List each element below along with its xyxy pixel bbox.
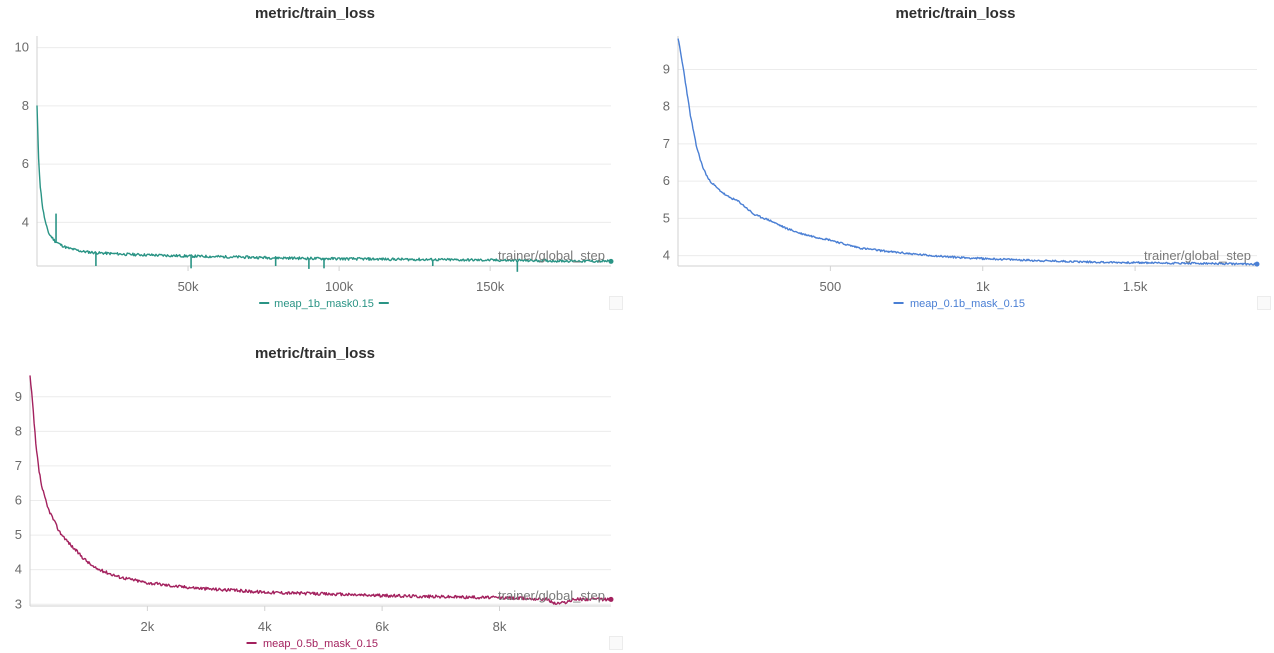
- y-tick-label: 8: [663, 99, 670, 114]
- chart-panel-0.5b: metric/train_loss 3 4 5 6 7 8 9 2k 4k 6k 8k meap_0.…: [0, 340, 630, 653]
- y-tick-label: 3: [15, 596, 22, 611]
- legend-label: meap_1b_mask0.15: [274, 298, 374, 310]
- y-tick-label: 5: [15, 527, 22, 542]
- x-tick-label: 1.5k: [1123, 279, 1148, 294]
- x-tick-label: 100k: [325, 279, 354, 294]
- x-tick-label: 6k: [375, 619, 389, 634]
- series-line: [36, 105, 612, 263]
- series-end-marker: [608, 258, 614, 264]
- chart-panel-1b: metric/train_loss 4 6 8 10 50k 100k 150k meap_1…: [0, 0, 630, 320]
- y-tick-label: 4: [663, 248, 670, 263]
- legend-item: meap_1b_mask0.15: [259, 298, 389, 310]
- chart-panel-0.1b: metric/train_loss 4 5 6 7 8 9 500 1k 1.5k meap_0.…: [637, 0, 1274, 320]
- y-tick-label: 8: [15, 423, 22, 438]
- y-tick-label: 6: [15, 493, 22, 508]
- y-tick-label: 9: [15, 389, 22, 404]
- x-tick-label: 1k: [976, 279, 990, 294]
- y-tick-label: 7: [15, 458, 22, 473]
- series-end-marker: [1254, 261, 1260, 267]
- legend-item: meap_0.1b_mask_0.15: [893, 298, 1025, 310]
- series-line: [677, 38, 1258, 266]
- chart-title: metric/train_loss: [254, 5, 376, 22]
- y-tick-label: 6: [22, 156, 29, 171]
- chart-title: metric/train_loss: [254, 345, 376, 362]
- legend-item: meap_0.5b_mask_0.15: [246, 638, 378, 650]
- chart-plot: 3 4 5 6 7 8 9 2k 4k 6k 8k meap_0.5b_mask_0.15 traine…: [15, 375, 614, 650]
- x-tick-label: 2k: [141, 619, 155, 634]
- y-tick-label: 4: [15, 562, 22, 577]
- chart-plot: 4 6 8 10 50k 100k 150k meap_1b_mask0.15 trainer/…: [15, 36, 614, 310]
- y-tick-label: 9: [663, 61, 670, 76]
- chart-title: metric/train_loss: [895, 5, 1016, 22]
- y-tick-label: 6: [663, 173, 670, 188]
- chart-plot: 4 5 6 7 8 9 500 1k 1.5k meap_0.1b_mask_0.15 traine…: [663, 36, 1260, 310]
- x-axis-title: trainer/global_step: [498, 588, 605, 603]
- panel-corner-box: [1257, 296, 1271, 310]
- x-tick-label: 150k: [476, 279, 505, 294]
- legend-label: meap_0.5b_mask_0.15: [263, 638, 378, 650]
- y-tick-label: 5: [663, 210, 670, 225]
- y-tick-label: 10: [15, 40, 29, 55]
- x-axis-title: trainer/global_step: [1144, 248, 1251, 263]
- panel-corner-box: [609, 296, 623, 310]
- x-tick-label: 50k: [178, 279, 199, 294]
- x-axis-title: trainer/global_step: [498, 248, 605, 263]
- y-tick-label: 8: [22, 98, 29, 113]
- x-tick-label: 500: [820, 279, 842, 294]
- legend-label: meap_0.1b_mask_0.15: [910, 298, 1025, 310]
- y-tick-label: 7: [663, 136, 670, 151]
- series-end-marker: [608, 596, 614, 602]
- x-tick-label: 8k: [493, 619, 507, 634]
- y-tick-label: 4: [22, 214, 29, 229]
- series-line: [29, 375, 612, 605]
- panel-corner-box: [609, 636, 623, 650]
- x-tick-label: 4k: [258, 619, 272, 634]
